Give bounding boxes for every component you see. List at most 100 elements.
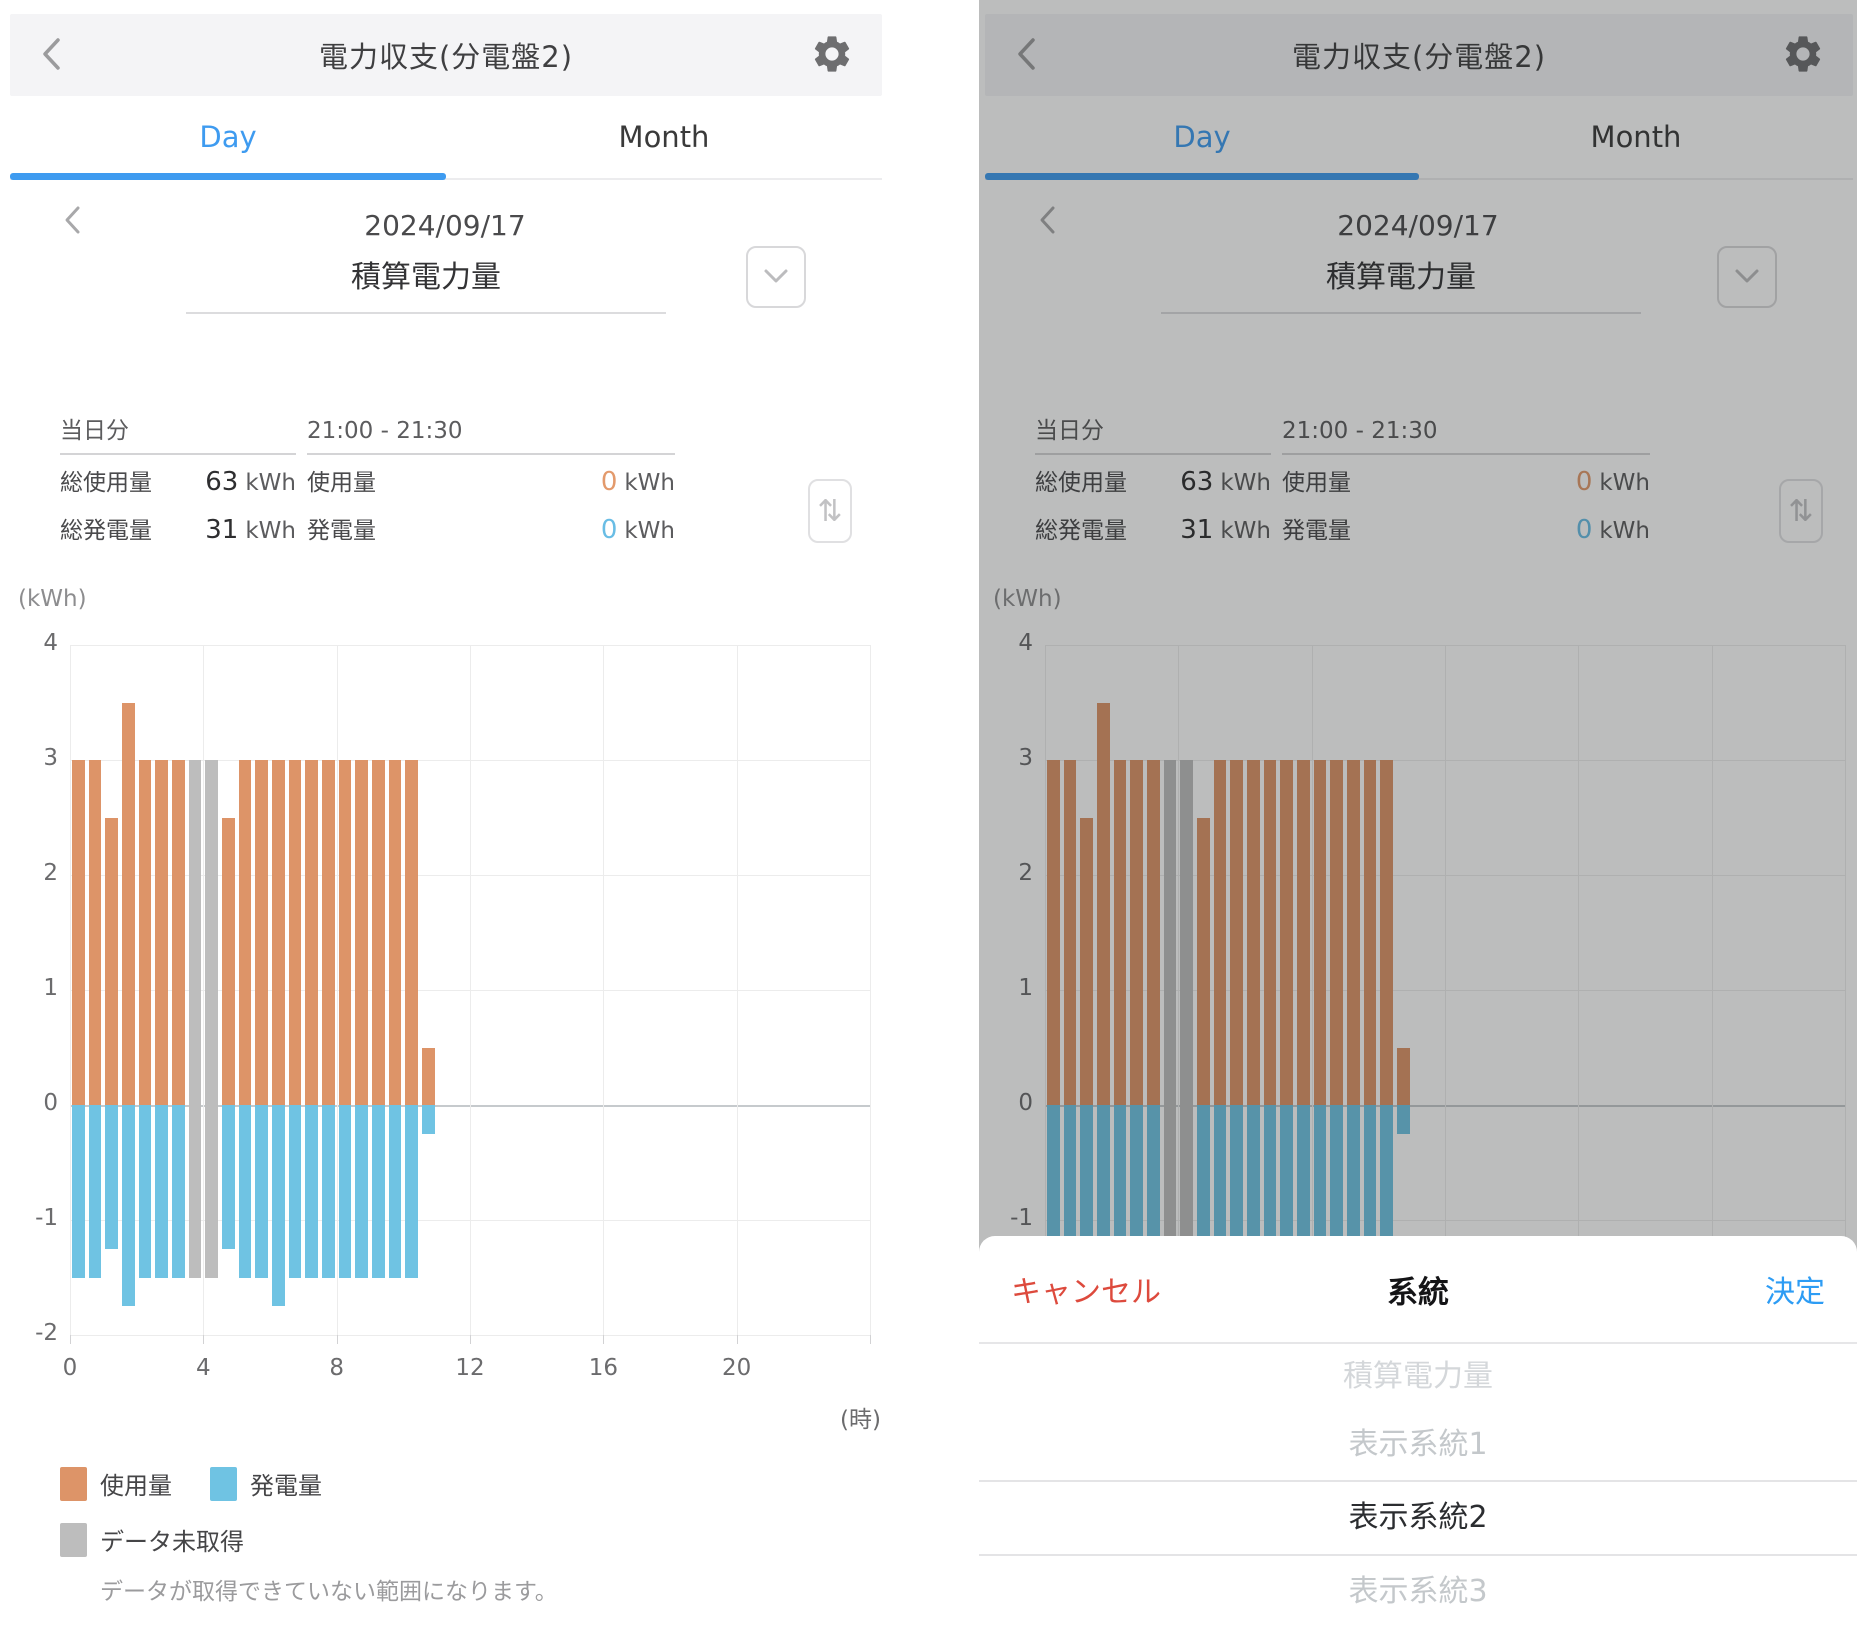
- v-gridline: [1311, 645, 1313, 1335]
- usage-bar: [1363, 760, 1377, 1105]
- generation-bar: [222, 1105, 235, 1249]
- summary-unit: kWh: [624, 470, 675, 496]
- back-button[interactable]: [38, 34, 64, 77]
- picker-header: キャンセル 系統 決定: [979, 1236, 1857, 1344]
- v-gridline: [70, 645, 71, 1335]
- usage-bar: [1113, 760, 1127, 1105]
- picker-option[interactable]: 表示系統3: [1348, 1574, 1488, 1609]
- summary-today-column: 当日分 総使用量 63 kWh 総発電量 31 kWh: [60, 415, 296, 551]
- back-button[interactable]: [1013, 34, 1039, 77]
- chevron-left-icon: [62, 204, 82, 239]
- tab-day[interactable]: Day: [985, 96, 1419, 178]
- generation-bar: [88, 1105, 102, 1278]
- usage-bar: [172, 760, 185, 1105]
- no-data-bar: [205, 760, 218, 1105]
- picker-confirm-button[interactable]: 決定: [1765, 1267, 1825, 1311]
- legend-item-usage: 使用量: [60, 1466, 172, 1501]
- usage-bar: [1347, 760, 1360, 1105]
- previous-date-button[interactable]: [1037, 204, 1057, 239]
- no-data-bar: [205, 1105, 218, 1278]
- gear-icon: [1781, 32, 1825, 79]
- x-tick-mark: [470, 1335, 471, 1344]
- picker-option-selected[interactable]: 表示系統2: [979, 1480, 1857, 1556]
- generation-bar: [72, 1105, 85, 1278]
- generation-bar: [355, 1105, 368, 1278]
- generation-bar: [1363, 1105, 1377, 1278]
- generation-bar: [1213, 1105, 1227, 1278]
- previous-date-button[interactable]: [62, 204, 82, 239]
- usage-bar: [138, 760, 152, 1105]
- period-tabs: Day Month: [10, 96, 882, 180]
- metric-selector-value[interactable]: 積算電力量: [1326, 260, 1476, 295]
- tab-day-label: Day: [1173, 120, 1231, 154]
- generation-bar: [155, 1105, 168, 1278]
- swap-values-button[interactable]: ⇅: [808, 479, 852, 543]
- metric-selector-underline: [1161, 246, 1641, 314]
- summary-unit: kWh: [1599, 518, 1650, 544]
- tab-month[interactable]: Month: [1419, 96, 1853, 178]
- y-tick-label: 1: [43, 975, 58, 1001]
- legend-item-no-data: データ未取得: [60, 1522, 244, 1557]
- date-navigator: 2024/09/17: [979, 198, 1857, 254]
- metric-dropdown-button[interactable]: [1717, 246, 1777, 308]
- generation-swatch: [210, 1466, 237, 1501]
- no-data-bar: [188, 1105, 202, 1278]
- tab-month[interactable]: Month: [446, 96, 882, 178]
- usage-bar: [105, 817, 118, 1105]
- picker-cancel-button[interactable]: キャンセル: [1011, 1267, 1161, 1311]
- picker-option[interactable]: 積算電力量: [1343, 1359, 1493, 1394]
- settings-button[interactable]: [810, 32, 854, 79]
- metric-selector-value[interactable]: 積算電力量: [351, 260, 501, 295]
- usage-bar: [1047, 760, 1060, 1105]
- chevron-left-icon: [1037, 204, 1057, 239]
- generation-bar: [105, 1105, 118, 1249]
- chart-legend-no-data: データ未取得: [60, 1522, 244, 1557]
- y-axis-unit-label: (kWh): [993, 586, 1062, 612]
- period-tabs: Day Month: [985, 96, 1853, 180]
- metric-selector: 積算電力量: [4, 246, 886, 314]
- generation-bar: [172, 1105, 185, 1278]
- usage-bar: [1213, 760, 1227, 1105]
- metric-dropdown-button[interactable]: [746, 246, 806, 308]
- summary-label: 総発電量: [1035, 518, 1127, 544]
- generation-bar: [372, 1105, 385, 1278]
- summary-row: 総発電量 31 kWh: [1035, 503, 1271, 551]
- page-title: 電力収支(分電盤2): [1291, 40, 1547, 74]
- up-down-arrows-icon: ⇅: [1788, 494, 1814, 528]
- summary-row: 使用量 0 kWh: [1282, 455, 1650, 503]
- usage-bar: [422, 1047, 435, 1105]
- usage-bar: [1230, 760, 1243, 1105]
- usage-bar: [1313, 760, 1327, 1105]
- usage-bar: [338, 760, 352, 1105]
- summary-interval-column: 21:00 - 21:30 使用量 0 kWh 発電量 0 kWh: [1282, 415, 1650, 551]
- chevron-left-icon: [38, 34, 64, 77]
- y-tick-label: -1: [35, 1205, 58, 1231]
- x-tick-mark: [70, 1335, 71, 1344]
- tab-day[interactable]: Day: [10, 96, 446, 178]
- usage-bar: [1063, 760, 1077, 1105]
- phone-screen-with-picker: 電力収支(分電盤2) Day Month 2024/09/17 積算電力量: [979, 0, 1857, 1644]
- no-data-note: データが取得できていない範囲になります。: [100, 1579, 558, 1605]
- summary-label: 総使用量: [60, 470, 152, 496]
- summary-interval-column: 21:00 - 21:30 使用量 0 kWh 発電量 0 kWh: [307, 415, 675, 551]
- y-tick-label: 3: [43, 745, 58, 771]
- x-tick-label: 16: [588, 1355, 618, 1381]
- summary-row: 総使用量 63 kWh: [1035, 455, 1271, 503]
- x-tick-label: 0: [62, 1355, 78, 1381]
- generation-bar: [1280, 1105, 1293, 1278]
- generation-bar: [405, 1105, 418, 1278]
- settings-button[interactable]: [1781, 32, 1825, 79]
- x-tick-mark: [870, 1335, 871, 1344]
- x-tick-label: 4: [196, 1355, 211, 1381]
- generation-bar: [305, 1105, 318, 1278]
- generation-bar: [255, 1105, 268, 1278]
- legend-label: 使用量: [100, 1472, 172, 1500]
- summary-unit: kWh: [245, 470, 296, 496]
- tab-month-label: Month: [1590, 120, 1682, 154]
- swap-values-button[interactable]: ⇅: [1779, 479, 1823, 543]
- v-gridline: [1578, 645, 1580, 1335]
- generation-bar: [1047, 1105, 1060, 1278]
- picker-option[interactable]: 表示系統1: [1348, 1427, 1488, 1462]
